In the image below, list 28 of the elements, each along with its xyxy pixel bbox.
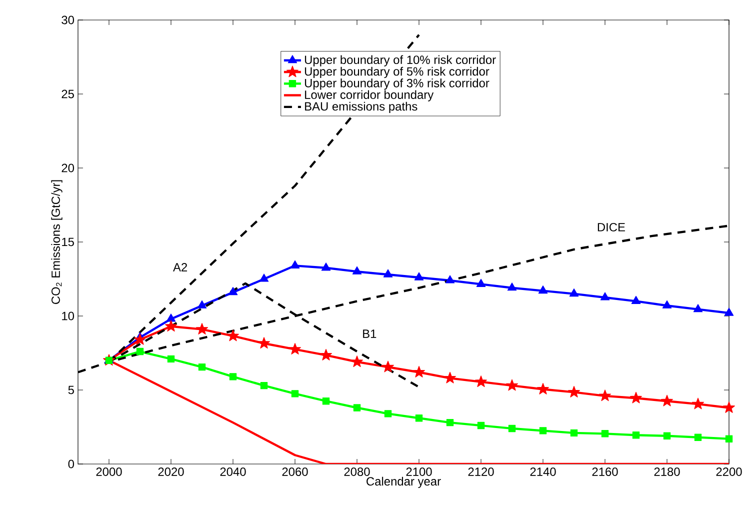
legend-label: BAU emissions paths xyxy=(305,102,418,113)
annotation: A2 xyxy=(173,262,188,272)
x-tick-label: 2060 xyxy=(282,468,308,476)
x-tick-label: 2120 xyxy=(468,468,494,476)
x-tick-label: 2180 xyxy=(654,468,680,476)
annotation: B1 xyxy=(363,330,376,338)
x-tick-label: 2200 xyxy=(716,468,742,476)
y-tick-label: 25 xyxy=(62,90,74,98)
legend-label: Upper boundary of 5% risk corridor xyxy=(304,66,490,78)
y-axis-title: CO$_{2}$ Emissions [GtC/yr] xyxy=(51,180,62,304)
legend-label: Upper boundary of 3% risk corridor xyxy=(304,78,490,90)
y-tick-label: 15 xyxy=(62,238,74,246)
legend-label: Upper boundary of 10% risk corridor xyxy=(304,55,496,66)
x-tick-label: 2100 xyxy=(406,468,432,476)
y-tick-label: 30 xyxy=(62,16,74,24)
x-tick-label: 2000 xyxy=(96,468,122,476)
y-tick-label: 10 xyxy=(62,312,74,320)
x-tick-label: 2020 xyxy=(158,468,184,476)
x-tick-label: 2080 xyxy=(344,468,370,476)
x-tick-label: 2040 xyxy=(220,468,246,476)
x-tick-label: 2160 xyxy=(592,468,618,476)
x-tick-label: 2140 xyxy=(530,468,556,476)
legend-label: Lower corridor boundary xyxy=(305,90,434,102)
x-axis-title: Calendar year xyxy=(366,476,441,488)
y-tick-label: 5 xyxy=(68,386,74,394)
y-tick-label: 20 xyxy=(62,164,74,172)
y-tick-label: 0 xyxy=(68,460,74,468)
annotation: DICE xyxy=(598,222,625,232)
